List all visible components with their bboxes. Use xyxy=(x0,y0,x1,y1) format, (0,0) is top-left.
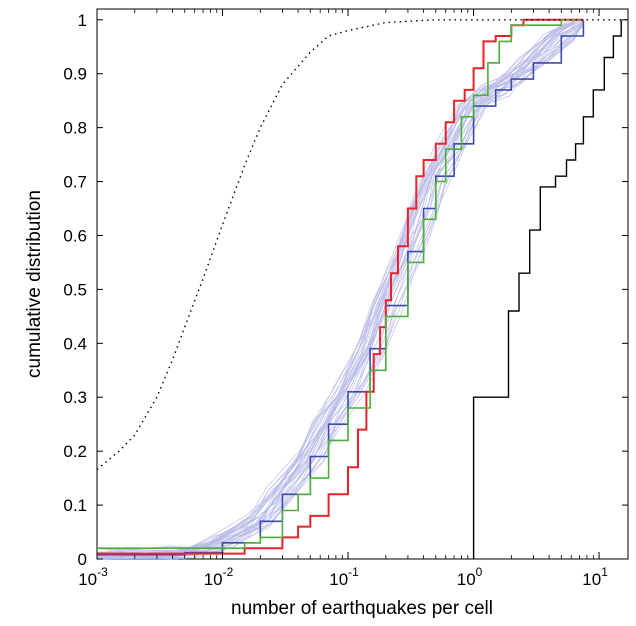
x-tick-label-3: 100 xyxy=(457,565,483,589)
y-tick-label-6: 0.6 xyxy=(63,226,87,245)
ensemble-curve-1 xyxy=(96,25,580,550)
ensemble-curve-9 xyxy=(96,21,576,558)
ensemble-curve-20 xyxy=(109,19,584,557)
y-tick-label-8: 0.8 xyxy=(63,119,87,138)
ensemble-curve-0 xyxy=(97,21,584,560)
ensemble-curve-17 xyxy=(96,24,578,560)
y-tick-label-2: 0.2 xyxy=(63,442,87,461)
ensemble-curve-22 xyxy=(96,19,569,560)
series-line-2 xyxy=(97,19,584,549)
ensemble-curve-19 xyxy=(96,19,576,552)
ensemble-curve-6 xyxy=(96,19,582,557)
y-tick-label-0: 0 xyxy=(78,550,87,569)
ensemble-curve-28 xyxy=(96,21,574,553)
ensemble-curve-18 xyxy=(96,19,572,559)
ensemble-curve-14 xyxy=(109,20,584,557)
x-tick-label-2: 10-1 xyxy=(329,565,359,589)
ensemble-curve-11 xyxy=(104,19,584,559)
series-line-1 xyxy=(97,18,584,555)
series-group xyxy=(96,18,628,559)
ensemble-curve-2 xyxy=(96,22,576,559)
ensemble-curve-10 xyxy=(96,22,575,560)
ensemble-curve-4 xyxy=(101,19,584,554)
plot-frame xyxy=(96,8,629,560)
ensemble-curve-8 xyxy=(97,25,584,560)
ensemble-curve-21 xyxy=(98,19,584,560)
series-line-3 xyxy=(96,19,628,471)
y-tick-label-10: 1 xyxy=(78,11,87,30)
ensemble-curve-7 xyxy=(98,26,584,558)
ensemble-curve-26 xyxy=(96,20,576,552)
ensemble-curve-13 xyxy=(96,19,578,560)
series-line-4 xyxy=(472,19,622,559)
y-tick-label-3: 0.3 xyxy=(63,388,87,407)
y-tick-label-1: 0.1 xyxy=(63,496,87,515)
ensemble-curve-29 xyxy=(108,23,584,556)
y-tick-label-4: 0.4 xyxy=(63,334,87,353)
ensemble-curve-5 xyxy=(96,22,584,557)
ensemble-curve-16 xyxy=(96,19,577,554)
ensemble-curve-15 xyxy=(108,19,584,555)
x-axis-label: number of earthquakes per cell xyxy=(231,598,493,619)
axis-ticks: 0 0.1 0.2 0.3 0.4 0.5 0.6 0.7 0.8 0.9 1 10-3 10-2 10-… xyxy=(63,9,628,589)
x-tick-label-4: 101 xyxy=(582,565,608,589)
ensemble-curve-3 xyxy=(96,19,581,557)
y-tick-label-7: 0.7 xyxy=(63,173,87,192)
x-tick-label-1: 10-2 xyxy=(204,565,234,589)
ensemble-curve-27 xyxy=(97,23,583,560)
y-tick-label-9: 0.9 xyxy=(63,65,87,84)
ensemble-curve-24 xyxy=(96,19,579,558)
x-tick-label-0: 10-3 xyxy=(78,565,108,589)
series-line-0 xyxy=(97,19,585,556)
ensemble-curve-23 xyxy=(101,25,584,557)
y-tick-label-5: 0.5 xyxy=(63,280,87,299)
ensemble-band xyxy=(96,19,584,560)
y-axis-label: cumulative distribution xyxy=(24,190,45,378)
